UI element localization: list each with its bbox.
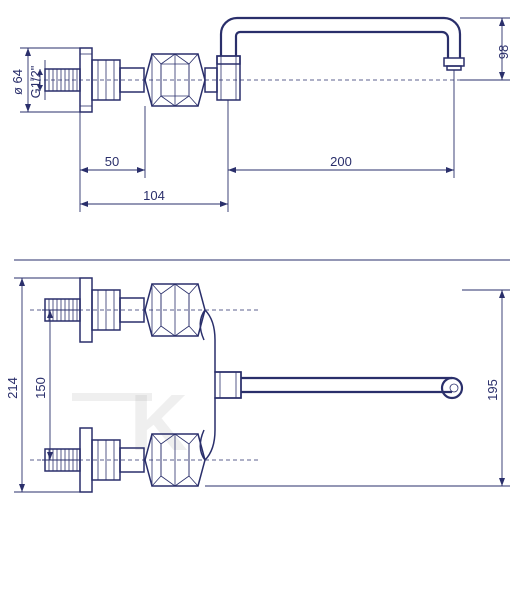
technical-drawing: K xyxy=(0,0,526,590)
dim-thread: G1/2" xyxy=(28,65,43,98)
watermark-letter: K xyxy=(130,378,188,467)
handle-side xyxy=(145,54,205,106)
mixer-body xyxy=(200,310,241,460)
dim-50: 50 xyxy=(105,154,119,169)
watermark: K xyxy=(72,378,188,467)
dim-dia64: ø 64 xyxy=(10,69,25,95)
dim-98: 98 xyxy=(496,45,511,59)
dim-104: 104 xyxy=(143,188,165,203)
spout-base-side xyxy=(217,56,240,100)
front-view: 150 214 195 xyxy=(5,260,510,492)
side-view: 98 ø 64 G1/2" 50 xyxy=(10,18,511,212)
dim-195: 195 xyxy=(485,379,500,401)
dim-214: 214 xyxy=(5,377,20,399)
spout xyxy=(221,18,464,70)
dims-top: 98 ø 64 G1/2" 50 xyxy=(10,18,511,212)
dim-200: 200 xyxy=(330,154,352,169)
spout-front xyxy=(241,378,462,398)
dim-150: 150 xyxy=(33,377,48,399)
